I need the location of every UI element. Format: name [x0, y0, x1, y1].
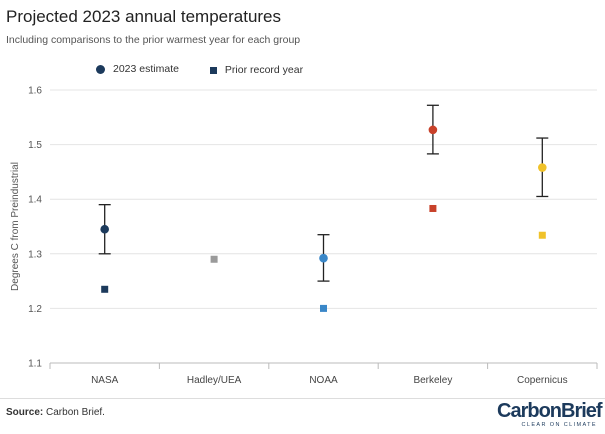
chart-subtitle: Including comparisons to the prior warme…: [6, 34, 301, 46]
estimate-point: [428, 125, 438, 135]
y-tick-label: 1.2: [28, 304, 42, 315]
source-note: Source: Carbon Brief.: [6, 407, 105, 418]
estimate-point: [319, 253, 328, 263]
footer-divider: [0, 398, 605, 399]
y-tick-label: 1.4: [28, 195, 42, 206]
x-tick-label: NASA: [91, 375, 119, 386]
y-axis-label: Degrees C from Preindustrial: [10, 162, 21, 291]
x-tick-label: Copernicus: [517, 375, 568, 386]
prior-record-point: [429, 204, 437, 212]
chart-plot: 1.1 1.2 1.3 1.4 1.5 1.6 NASA Hadley/UEA NOAA Berk…: [10, 86, 598, 386]
square-marker-icon: [209, 66, 217, 74]
prior-record-point: [320, 304, 327, 312]
legend-item-prior: Prior record year: [209, 64, 304, 76]
estimate-point: [100, 224, 109, 234]
logo-tagline: CLEAR ON CLIMATE: [521, 422, 597, 428]
source-prefix: Source:: [6, 407, 44, 418]
y-tick-label: 1.6: [28, 86, 42, 97]
legend-label-prior: Prior record year: [224, 64, 304, 76]
x-tick-label: NOAA: [309, 375, 338, 386]
x-tick-label: Berkeley: [413, 375, 452, 386]
y-tick-label: 1.3: [28, 249, 42, 260]
circle-marker-icon: [96, 64, 105, 74]
source-text: Carbon Brief.: [46, 407, 105, 418]
legend: 2023 estimate Prior record year: [96, 63, 331, 77]
legend-label-estimate: 2023 estimate: [113, 63, 179, 75]
x-tick-label: Hadley/UEA: [187, 375, 242, 386]
y-tick-label: 1.1: [28, 359, 42, 370]
estimate-point: [538, 163, 547, 172]
legend-item-estimate: 2023 estimate: [96, 63, 179, 75]
carbon-brief-logo: CarbonBrief CLEAR ON CLIMATE: [497, 400, 603, 431]
prior-record-point: [210, 255, 218, 263]
y-tick-label: 1.5: [28, 140, 42, 151]
prior-record-point: [538, 231, 546, 239]
logo-wordmark: CarbonBrief: [497, 400, 603, 422]
chart-title: Projected 2023 annual temperatures: [6, 7, 282, 26]
prior-record-point: [101, 285, 109, 293]
